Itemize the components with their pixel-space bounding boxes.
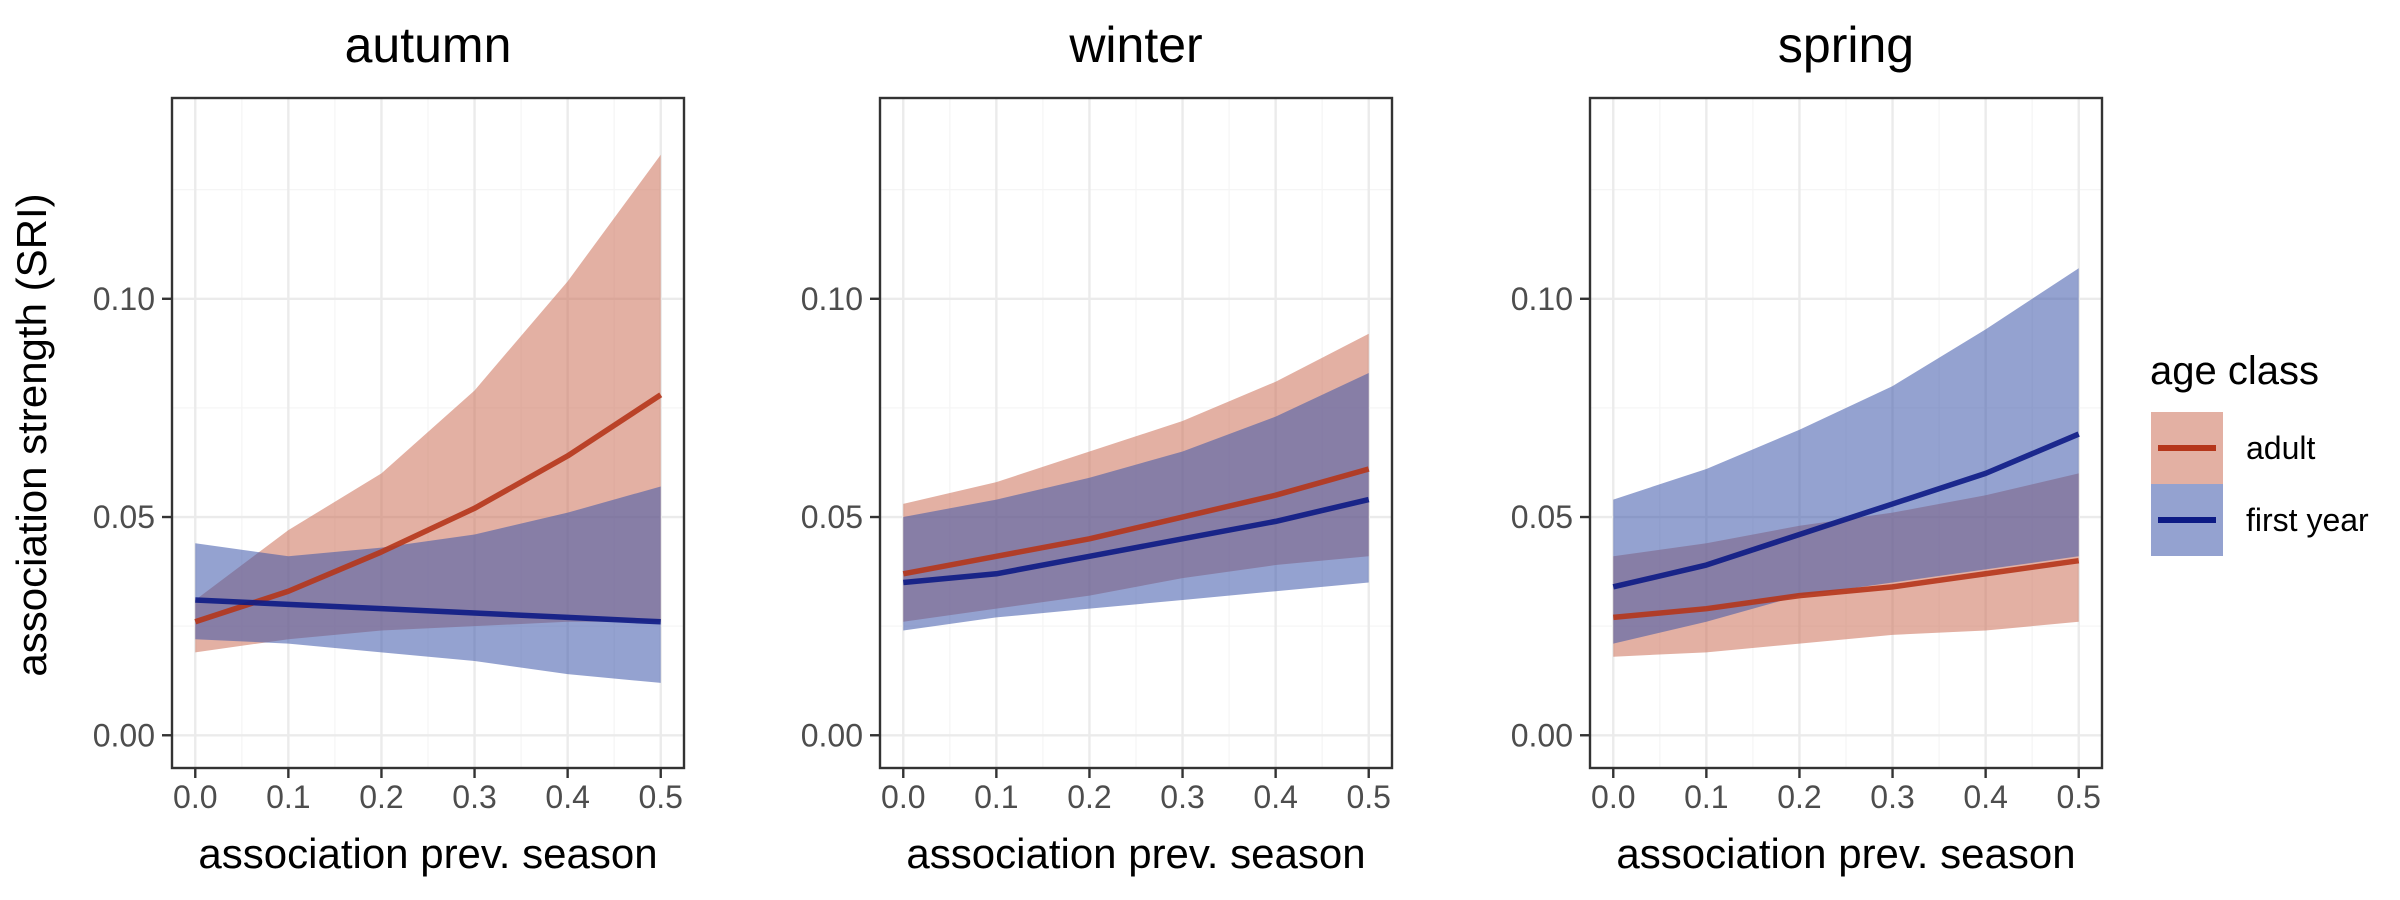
- x-tick-label: 0.2: [1777, 779, 1821, 815]
- trend-line-first-year: [195, 597, 661, 625]
- x-axis-title: association prev. season: [198, 830, 657, 877]
- y-tick-label: 0.00: [1511, 717, 1573, 753]
- x-tick-label: 0.2: [1067, 779, 1111, 815]
- y-tick-label: 0.05: [801, 499, 863, 535]
- x-tick-label: 0.5: [2056, 779, 2100, 815]
- x-axis-title: association prev. season: [1616, 830, 2075, 877]
- y-tick-label: 0.10: [801, 281, 863, 317]
- x-axis-title: association prev. season: [906, 830, 1365, 877]
- y-tick-label: 0.10: [93, 281, 155, 317]
- panel-border: [1588, 96, 2104, 770]
- y-tick-label: 0.05: [1511, 499, 1573, 535]
- trend-line-first-year: [1612, 431, 2080, 590]
- x-tick-label: 0.4: [545, 779, 589, 815]
- x-tick-label: 0.4: [1253, 779, 1297, 815]
- legend-key-first-year: first year: [2151, 484, 2369, 556]
- legend-key-adult: adult: [2151, 412, 2316, 484]
- trend-line-adult: [1613, 557, 2080, 621]
- x-tick-label: 0.3: [1160, 779, 1204, 815]
- x-tick-label: 0.5: [1346, 779, 1390, 815]
- x-tick-label: 0.0: [173, 779, 217, 815]
- x-tick-label: 0.4: [1963, 779, 2007, 815]
- panel-border: [170, 96, 686, 770]
- x-tick-label: 0.5: [638, 779, 682, 815]
- x-tick-label: 0.3: [1870, 779, 1914, 815]
- confidence-band-first-year: [903, 372, 1369, 631]
- trend-line-adult: [902, 466, 1370, 577]
- x-tick-label: 0.0: [1591, 779, 1635, 815]
- x-tick-label: 0.1: [974, 779, 1018, 815]
- panel-winter: 0.0 0.1 0.2 0.3 0.4 0.5 0.00 0.05 0.10 winter asso…: [801, 17, 1394, 877]
- trend-line-adult: [194, 392, 663, 625]
- panel-autumn: 0.0 0.1 0.2 0.3 0.4 0.5 0.00 0.05 0.10 autumn asso…: [93, 17, 686, 877]
- panel-spring: 0.0 0.1 0.2 0.3 0.4 0.5 0.00 0.05 0.10 spring asso…: [1511, 17, 2104, 877]
- confidence-band-first-year: [1613, 268, 2079, 644]
- legend-keys: adult first year: [2151, 412, 2369, 556]
- legend-title: age class: [2150, 349, 2319, 393]
- y-tick-label: 0.05: [93, 499, 155, 535]
- legend-label: adult: [2246, 430, 2316, 466]
- legend-label: first year: [2246, 502, 2369, 538]
- x-tick-label: 0.1: [266, 779, 310, 815]
- y-tick-label: 0.00: [93, 717, 155, 753]
- x-tick-label: 0.2: [359, 779, 403, 815]
- confidence-band-first-year: [195, 486, 661, 683]
- x-tick-label: 0.3: [452, 779, 496, 815]
- y-tick-label: 0.00: [801, 717, 863, 753]
- panel-border: [878, 96, 1394, 770]
- facet-title: spring: [1778, 17, 1914, 73]
- facet-title: autumn: [345, 17, 512, 73]
- facet-title: winter: [1068, 17, 1202, 73]
- x-tick-label: 0.0: [881, 779, 925, 815]
- facet-panels: 0.0 0.1 0.2 0.3 0.4 0.5 0.00 0.05 0.10 autumn asso…: [93, 17, 2104, 877]
- trend-line-first-year: [903, 496, 1370, 586]
- x-tick-label: 0.1: [1684, 779, 1728, 815]
- y-axis-title: association strength (SRI): [8, 193, 55, 676]
- y-tick-label: 0.10: [1511, 281, 1573, 317]
- legend: age class adult first year: [2150, 349, 2369, 556]
